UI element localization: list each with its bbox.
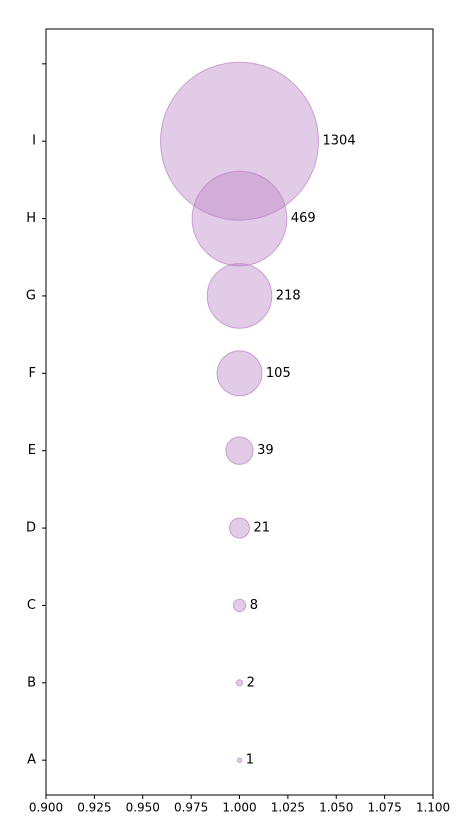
value-label: 218 — [276, 288, 301, 303]
value-label: 1 — [246, 753, 254, 768]
y-tick-label: I — [32, 134, 36, 149]
x-tick-label: 0.925 — [77, 801, 111, 815]
value-label: 469 — [291, 211, 316, 226]
x-tick-label: 1.050 — [319, 801, 353, 815]
bubble — [191, 170, 288, 267]
bubble — [225, 436, 254, 465]
value-label: 105 — [266, 366, 291, 381]
y-tick-label: E — [28, 443, 36, 458]
y-tick-label: F — [29, 366, 36, 381]
x-tick-label: 1.000 — [222, 801, 256, 815]
y-tick-label: D — [26, 521, 36, 536]
value-label: 2 — [247, 675, 255, 690]
x-tick-label: 1.100 — [416, 801, 450, 815]
bubble — [232, 598, 247, 613]
bubble — [216, 350, 263, 397]
value-label: 21 — [254, 521, 271, 536]
value-label: 1304 — [323, 134, 356, 149]
y-tick-label: G — [26, 288, 36, 303]
bubble — [160, 61, 319, 221]
value-label: 39 — [257, 443, 274, 458]
x-tick-label: 0.975 — [174, 801, 208, 815]
value-label: 8 — [250, 598, 258, 613]
bubble — [228, 517, 251, 539]
x-tick-label: 0.900 — [29, 801, 63, 815]
y-tick-label: C — [27, 598, 36, 613]
x-tick-label: 1.075 — [367, 801, 401, 815]
x-tick-label: 0.950 — [126, 801, 160, 815]
y-tick-label: A — [27, 753, 36, 768]
bubble — [235, 679, 244, 687]
bubble — [236, 757, 243, 763]
bubble — [206, 263, 273, 329]
y-tick-label: H — [26, 211, 36, 226]
y-tick-label: B — [27, 675, 36, 690]
x-tick-label: 1.025 — [271, 801, 305, 815]
